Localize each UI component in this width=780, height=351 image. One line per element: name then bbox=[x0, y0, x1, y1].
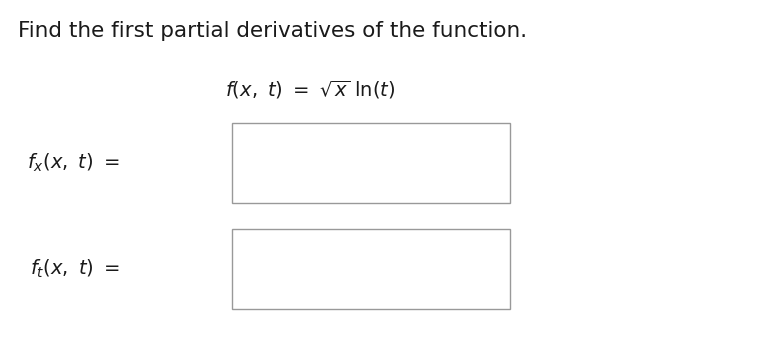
Bar bbox=[232, 123, 510, 203]
Text: $f(x,\ t)\ =\ \sqrt{x}\ \ln(t)$: $f(x,\ t)\ =\ \sqrt{x}\ \ln(t)$ bbox=[225, 79, 395, 101]
Bar bbox=[232, 229, 510, 309]
Text: $f_x(x,\ t)\ =$: $f_x(x,\ t)\ =$ bbox=[27, 152, 120, 174]
Text: Find the first partial derivatives of the function.: Find the first partial derivatives of th… bbox=[18, 21, 527, 41]
Text: $f_t(x,\ t)\ =$: $f_t(x,\ t)\ =$ bbox=[30, 258, 120, 280]
